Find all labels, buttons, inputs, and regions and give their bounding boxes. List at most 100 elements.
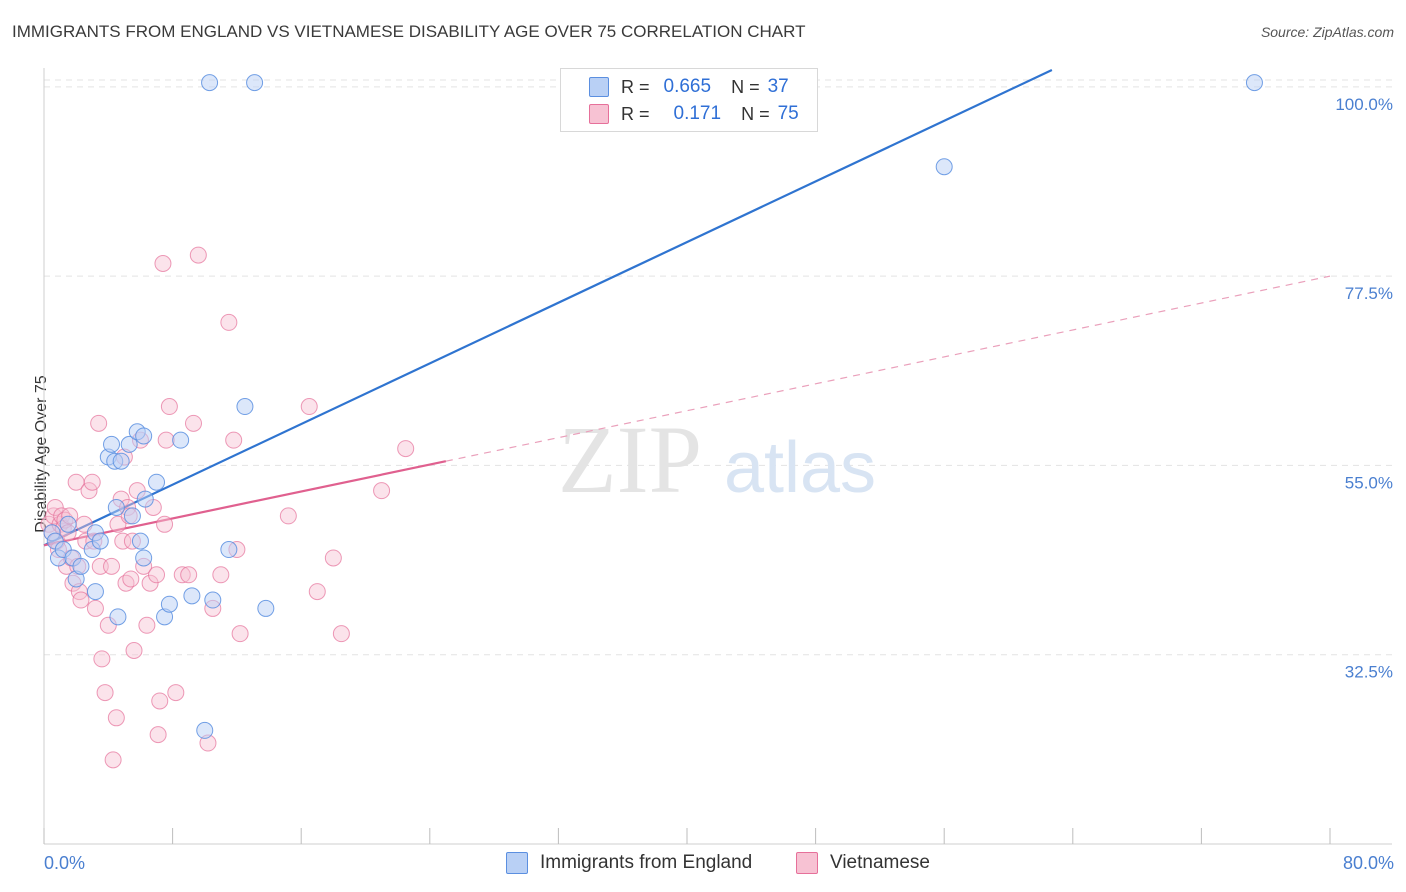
legend-r-value: 0.665 bbox=[663, 76, 712, 97]
vietnamese-point bbox=[93, 650, 111, 668]
vietnamese-point bbox=[397, 440, 415, 458]
legend-item-england[interactable]: Immigrants from England bbox=[506, 852, 752, 874]
england-point bbox=[123, 507, 141, 525]
vietnamese-point bbox=[86, 599, 104, 617]
y-tick-label: 55.0% bbox=[1345, 473, 1393, 492]
legend-r-value: 0.171 bbox=[673, 103, 722, 124]
vietnamese-trend-line bbox=[43, 460, 447, 547]
chart-title: IMMIGRANTS FROM ENGLAND VS VIETNAMESE DI… bbox=[12, 22, 806, 41]
y-tick-label: 77.5% bbox=[1345, 284, 1393, 303]
legend-item-vietnamese[interactable]: Vietnamese bbox=[796, 852, 930, 874]
legend-r-label: R = bbox=[621, 103, 650, 124]
vietnamese-point bbox=[300, 398, 318, 416]
england-point bbox=[148, 473, 166, 491]
vietnamese-point bbox=[212, 566, 230, 584]
england-point bbox=[172, 431, 190, 449]
vietnamese-point bbox=[332, 625, 350, 643]
vietnamese-point bbox=[141, 574, 159, 592]
vietnamese-point bbox=[279, 507, 297, 525]
england-point bbox=[131, 532, 149, 550]
england-point bbox=[107, 498, 125, 516]
england-point bbox=[201, 74, 219, 92]
legend-n-value: 75 bbox=[777, 103, 799, 124]
england-point bbox=[112, 452, 130, 470]
vietnamese-point bbox=[107, 709, 125, 727]
england-point bbox=[196, 721, 214, 739]
vietnamese-point bbox=[104, 751, 122, 769]
vietnamese-point bbox=[231, 625, 249, 643]
correlation-legend: R = 0.665 N = 37 R = 0.171 N = 75 bbox=[560, 68, 818, 132]
vietnamese-point bbox=[122, 570, 140, 588]
england-trend-line bbox=[43, 69, 1053, 547]
england-swatch bbox=[589, 77, 609, 97]
vietnamese-point bbox=[46, 498, 64, 516]
legend-label-england: Immigrants from England bbox=[540, 852, 753, 873]
vietnamese-swatch bbox=[589, 104, 609, 124]
vietnamese-point bbox=[373, 482, 391, 500]
vietnamese-point bbox=[173, 566, 191, 584]
vietnamese-trend-extension bbox=[445, 275, 1331, 462]
vietnamese-point bbox=[160, 398, 178, 416]
vietnamese-point bbox=[138, 616, 156, 634]
england-point bbox=[236, 398, 254, 416]
legend-label-vietnamese: Vietnamese bbox=[830, 852, 930, 873]
source-label: Source: ZipAtlas.com bbox=[1260, 24, 1394, 40]
legend-n-label: N = bbox=[741, 103, 770, 124]
vietnamese-point bbox=[154, 255, 172, 272]
vietnamese-point bbox=[225, 431, 243, 449]
vietnamese-point bbox=[308, 583, 326, 601]
england-point bbox=[935, 158, 953, 176]
vietnamese-point bbox=[148, 566, 166, 584]
england-point bbox=[72, 557, 90, 575]
vietnamese-point bbox=[72, 591, 90, 609]
y-tick-label: 32.5% bbox=[1345, 663, 1393, 682]
vietnamese-point bbox=[156, 515, 174, 533]
england-point bbox=[120, 435, 138, 453]
england-point bbox=[59, 515, 77, 533]
watermark-zip: ZIP bbox=[558, 406, 702, 513]
england-point bbox=[91, 532, 109, 550]
england-point bbox=[1245, 74, 1263, 92]
data-points bbox=[40, 74, 1263, 769]
trend-lines bbox=[43, 69, 1331, 547]
vietnamese-point bbox=[167, 684, 185, 702]
vietnamese-point bbox=[83, 473, 101, 491]
england-point bbox=[257, 599, 275, 617]
england-point bbox=[103, 435, 121, 453]
england-point bbox=[204, 591, 222, 609]
vietnamese-point bbox=[220, 313, 238, 331]
y-tick-labels: 32.5% 55.0% 77.5% 100.0% bbox=[1335, 95, 1393, 682]
vietnamese-point bbox=[149, 726, 167, 744]
england-swatch bbox=[506, 852, 528, 874]
legend-n-label: N = bbox=[731, 76, 760, 97]
series-legend: Immigrants from England Vietnamese bbox=[0, 852, 1406, 878]
x-min-label: 0.0% bbox=[44, 853, 86, 873]
england-point bbox=[220, 541, 238, 559]
vietnamese-point bbox=[114, 532, 132, 550]
watermark-atlas: atlas bbox=[724, 428, 876, 508]
england-point bbox=[109, 608, 127, 626]
vietnamese-swatch bbox=[796, 852, 818, 874]
vietnamese-point bbox=[324, 549, 342, 567]
legend-row-england: R = 0.665 N = 37 bbox=[561, 74, 789, 100]
england-point bbox=[86, 583, 104, 601]
vietnamese-point bbox=[180, 566, 198, 584]
legend-row-vietnamese: R = 0.171 N = 75 bbox=[561, 101, 799, 127]
england-point bbox=[135, 427, 153, 445]
axes bbox=[43, 68, 1392, 845]
legend-r-label: R = bbox=[621, 76, 650, 97]
vietnamese-point bbox=[184, 414, 202, 432]
england-point bbox=[183, 587, 201, 605]
vietnamese-point bbox=[151, 692, 169, 710]
england-point bbox=[246, 74, 264, 92]
vietnamese-point bbox=[125, 642, 143, 659]
gridlines bbox=[44, 79, 1392, 656]
england-point bbox=[160, 595, 178, 613]
legend-n-value: 37 bbox=[767, 76, 789, 97]
england-point bbox=[135, 549, 153, 567]
vietnamese-point bbox=[103, 557, 121, 575]
vietnamese-point bbox=[96, 684, 114, 702]
england-point bbox=[136, 490, 154, 508]
y-tick-label: 100.0% bbox=[1335, 95, 1393, 114]
